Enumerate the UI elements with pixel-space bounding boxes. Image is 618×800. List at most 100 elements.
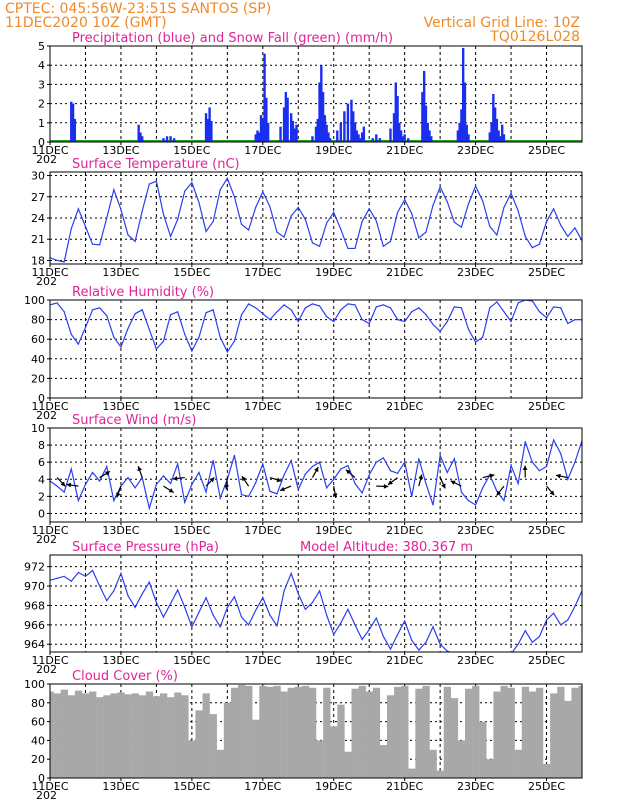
precip-bar	[70, 101, 73, 142]
series-point	[467, 500, 470, 502]
data-layer	[50, 47, 582, 142]
series-point	[276, 231, 278, 233]
series-point	[141, 593, 143, 595]
precip-bar	[465, 124, 468, 142]
series-point	[177, 589, 179, 591]
series-point	[113, 189, 115, 191]
series-point	[560, 624, 562, 626]
cloud-bar	[308, 687, 317, 778]
y-tick-label: 968	[24, 599, 45, 612]
series-point	[198, 201, 200, 204]
series-point	[326, 487, 328, 489]
series-point	[489, 307, 491, 309]
series-point	[248, 229, 250, 231]
series-point	[382, 304, 384, 306]
series-point	[311, 465, 314, 468]
series-point	[304, 218, 306, 221]
precip-bar	[165, 136, 169, 142]
series-point	[411, 311, 413, 313]
series-point	[404, 199, 406, 201]
series-point	[290, 572, 292, 575]
series-point	[453, 458, 455, 460]
precip-bar	[256, 130, 259, 142]
cloud-bar	[557, 686, 565, 778]
x-tick-label: 21DEC	[386, 266, 423, 279]
series-point	[560, 224, 562, 226]
x-tick-label: 13DEC	[102, 144, 139, 157]
series-point	[169, 482, 172, 485]
wind-arrow-head	[314, 467, 319, 473]
precip-bar	[371, 138, 374, 142]
series-point	[113, 590, 115, 592]
series-point	[141, 210, 143, 212]
panel-title: Cloud Cover (%)	[72, 669, 178, 684]
series-point	[63, 261, 65, 263]
cloud-bar	[287, 687, 295, 778]
header-grid-note: Vertical Grid Line: 10Z	[424, 15, 580, 31]
x-year-fragment: 202	[36, 409, 57, 422]
series-point	[467, 328, 470, 330]
series-point	[177, 311, 179, 313]
panel-surface-pressure: Surface Pressure (hPa) Model Altitude: 38…	[24, 540, 583, 676]
series-point	[269, 319, 271, 321]
series-point	[134, 606, 136, 608]
series-point	[496, 655, 497, 656]
cloud-bar	[401, 685, 409, 778]
wind-arrow-head	[332, 493, 338, 498]
series-point	[411, 213, 413, 215]
precip-bar	[375, 134, 378, 142]
series-point	[162, 475, 165, 477]
series-point	[553, 208, 555, 210]
series-point	[240, 314, 243, 316]
series-point	[184, 606, 186, 608]
y-tick-label: 100	[24, 294, 45, 307]
series-point	[326, 222, 328, 224]
precip-bar	[401, 136, 405, 142]
series-point	[347, 303, 349, 305]
series-point	[333, 633, 335, 636]
series-point	[496, 490, 498, 492]
series-point	[333, 320, 335, 323]
x-tick-label: 21DEC	[386, 654, 423, 667]
series-point	[446, 320, 448, 323]
precip-bar	[293, 128, 296, 142]
precip-bar	[172, 138, 176, 142]
wind-arrow-head	[224, 484, 230, 490]
cloud-bar	[422, 685, 430, 778]
wind-arrow-head	[450, 480, 456, 485]
cloud-bar	[266, 686, 274, 778]
series-point	[311, 303, 314, 305]
panel-frame	[49, 683, 583, 779]
cloud-bar	[386, 695, 395, 778]
wind-arrow-head	[489, 473, 495, 479]
x-tick-label: 17DEC	[244, 266, 281, 279]
precip-bar	[497, 130, 500, 142]
panel-title: Precipitation (blue) and Snow Fall (gree…	[72, 31, 393, 46]
series-point	[382, 457, 384, 459]
series-point	[141, 309, 143, 311]
x-tick-label: 25DEC	[528, 144, 565, 157]
series-point	[425, 231, 427, 233]
precip-bar	[286, 97, 289, 142]
series-point	[453, 306, 455, 308]
series-point	[375, 220, 377, 222]
series-point	[389, 648, 392, 650]
series-point	[340, 309, 342, 311]
series-point	[233, 596, 236, 598]
series-point	[538, 243, 541, 245]
panel-surface-wind: Surface Wind (m/s) 0 2 4 6 8 10 11DEC 13DEC 15DEC…	[31, 413, 583, 546]
precip-bar	[460, 109, 463, 142]
series-point	[326, 614, 328, 616]
y-tick-label: 964	[24, 638, 45, 651]
series-point	[233, 196, 236, 198]
precip-bar	[321, 92, 325, 142]
x-tick-label: 11DEC	[31, 780, 68, 793]
panel-surface-temperature: Surface Temperature (nC) 18 21 24 27 30 11DEC 1…	[31, 157, 583, 288]
precip-bar	[259, 115, 263, 142]
precip-bar	[336, 130, 339, 142]
x-tick-label: 25DEC	[528, 524, 565, 537]
wind-arrow-head	[60, 481, 66, 487]
series-point	[255, 206, 257, 208]
x-tick-label: 17DEC	[244, 400, 281, 413]
precip-bar	[210, 120, 213, 142]
